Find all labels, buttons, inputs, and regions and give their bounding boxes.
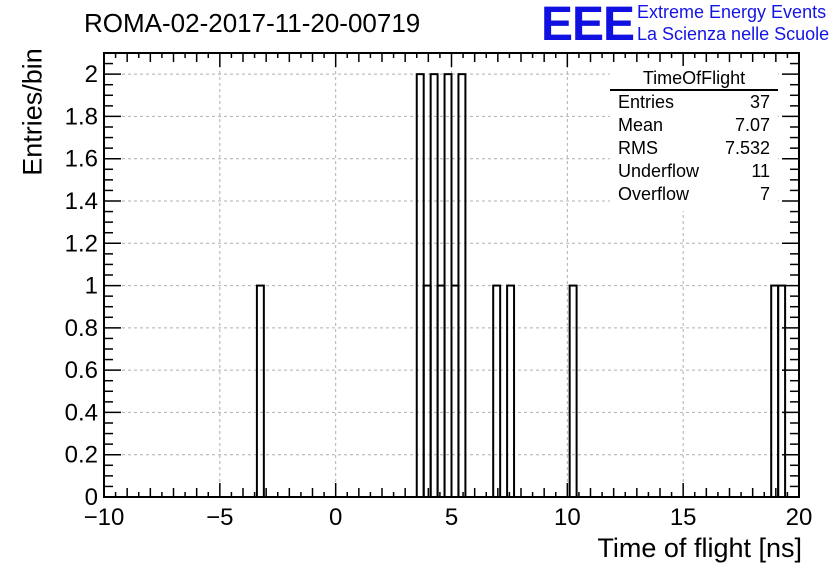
stats-label: RMS xyxy=(618,138,658,158)
y-tick-label: 0 xyxy=(85,484,98,511)
x-tick-label: 20 xyxy=(786,504,813,531)
histogram-bar xyxy=(436,284,446,499)
stats-divider xyxy=(610,89,778,91)
stats-title: TimeOfFlight xyxy=(642,68,746,88)
stats-row-overflow: Overflow 7 xyxy=(618,184,770,206)
eee-logo-line1: Extreme Energy Events xyxy=(637,2,827,22)
y-tick-label: 0.8 xyxy=(65,315,98,342)
stats-value: 11 xyxy=(751,161,770,181)
histogram-bar xyxy=(506,284,516,499)
x-axis-title: Time of flight [ns] xyxy=(597,533,802,563)
histogram-bar xyxy=(777,284,787,499)
y-tick-label: 1 xyxy=(85,273,98,300)
x-tick-label: 15 xyxy=(670,504,697,531)
y-tick-label: 0.2 xyxy=(65,442,98,469)
x-tick-label: −5 xyxy=(206,504,233,531)
histogram-bar xyxy=(450,284,460,499)
histogram-bar xyxy=(422,284,432,499)
stats-box: TimeOfFlight Entries 37 Mean 7.07 RMS 7.… xyxy=(610,66,778,211)
y-axis-title: Entries/bin xyxy=(17,48,48,176)
y-tick-label: 1.6 xyxy=(65,146,98,173)
y-tick-label: 1.4 xyxy=(65,188,98,215)
stats-value: 7.532 xyxy=(724,138,770,158)
stats-row-mean: Mean 7.07 xyxy=(618,115,770,137)
y-tick-label: 0.4 xyxy=(65,399,98,426)
stats-label: Mean xyxy=(618,115,664,135)
stats-label: Entries xyxy=(618,92,675,112)
histogram-bar xyxy=(492,284,502,499)
stats-label: Underflow xyxy=(618,161,700,181)
eee-logo: EEE xyxy=(541,0,635,51)
stats-row-rms: RMS 7.532 xyxy=(618,138,770,160)
histogram-bar xyxy=(255,284,265,499)
run-title: ROMA-02-2017-11-20-00719 xyxy=(84,8,421,38)
x-tick-label: 5 xyxy=(445,504,458,531)
y-tick-label: 1.8 xyxy=(65,103,98,130)
eee-logo-line2: La Scienza nelle Scuole xyxy=(637,24,830,44)
y-tick-label: 1.2 xyxy=(65,230,98,257)
stats-row-underflow: Underflow 11 xyxy=(618,161,770,183)
histogram-bar xyxy=(568,284,578,499)
stats-label: Overflow xyxy=(618,184,690,204)
x-tick-label: −10 xyxy=(84,504,125,531)
x-tick-label: 0 xyxy=(329,504,342,531)
stats-value: 7 xyxy=(759,184,770,204)
stats-row-entries: Entries 37 xyxy=(618,92,770,114)
y-tick-label: 0.6 xyxy=(65,357,98,384)
y-tick-label: 2 xyxy=(85,61,98,88)
histogram-bar xyxy=(770,284,780,499)
x-tick-label: 10 xyxy=(554,504,581,531)
stats-value: 37 xyxy=(749,92,770,112)
stats-value: 7.07 xyxy=(734,115,770,135)
